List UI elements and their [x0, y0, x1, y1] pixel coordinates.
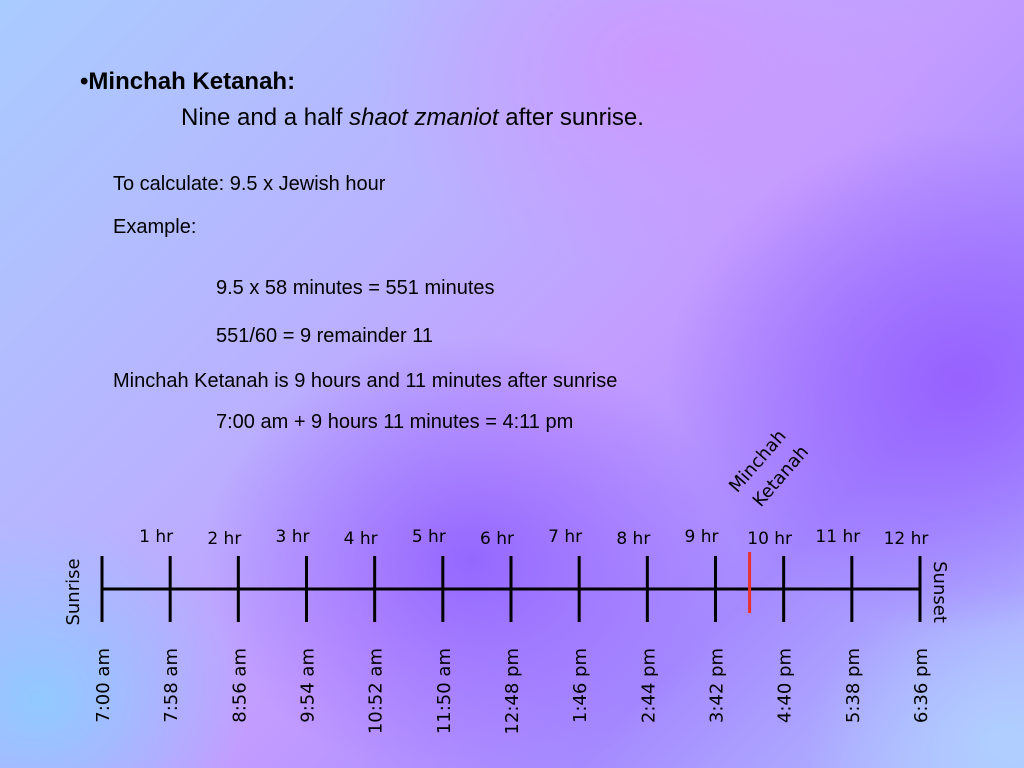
- equation-multiply: 9.5 x 58 minutes = 551 minutes: [216, 277, 495, 299]
- hour-label: 8 hr: [616, 529, 650, 549]
- hour-label: 3 hr: [276, 527, 310, 547]
- hour-label: 1 hr: [139, 527, 173, 547]
- result-line: Minchah Ketanah is 9 hours and 11 minute…: [113, 370, 618, 392]
- subtitle: Nine and a half shaot zmaniot after sunr…: [181, 104, 644, 132]
- hour-label: 9 hr: [685, 527, 719, 547]
- final-time-line: 7:00 am + 9 hours 11 minutes = 4:11 pm: [216, 411, 574, 433]
- hour-label: 10 hr: [747, 529, 792, 549]
- subtitle-italic-term: shaot zmaniot: [349, 104, 499, 131]
- equation-divide: 551/60 = 9 remainder 11: [216, 325, 434, 347]
- time-label: 12:48 pm: [502, 648, 523, 735]
- time-label: 7:58 am: [161, 648, 182, 723]
- time-label: 11:50 am: [434, 648, 455, 734]
- page-title: •Minchah Ketanah:: [80, 68, 296, 95]
- sunset-label: Sunset: [929, 561, 950, 623]
- hour-label: 5 hr: [412, 527, 446, 547]
- hour-label: 4 hr: [344, 529, 378, 549]
- hour-label: 11 hr: [815, 527, 860, 547]
- hour-label: 6 hr: [480, 529, 514, 549]
- hour-label: 12 hr: [884, 529, 929, 549]
- time-label: 3:42 pm: [707, 648, 728, 723]
- calculate-line: To calculate: 9.5 x Jewish hour: [113, 173, 386, 195]
- hour-label: 2 hr: [207, 529, 241, 549]
- time-label: 1:46 pm: [570, 648, 591, 723]
- example-label: Example:: [113, 216, 197, 238]
- time-label: 5:38 pm: [843, 648, 864, 723]
- time-label: 7:00 am: [93, 648, 114, 723]
- time-label: 10:52 am: [366, 648, 387, 734]
- time-label: 4:40 pm: [775, 648, 796, 723]
- time-label: 9:54 am: [298, 648, 319, 723]
- time-label: 6:36 pm: [911, 648, 932, 723]
- subtitle-part-1: Nine and a half: [181, 104, 350, 131]
- sunrise-label: Sunrise: [63, 558, 84, 625]
- hour-label: 7 hr: [548, 527, 582, 547]
- time-label: 8:56 am: [229, 648, 250, 723]
- time-label: 2:44 pm: [638, 648, 659, 723]
- subtitle-part-2: after sunrise.: [498, 104, 644, 131]
